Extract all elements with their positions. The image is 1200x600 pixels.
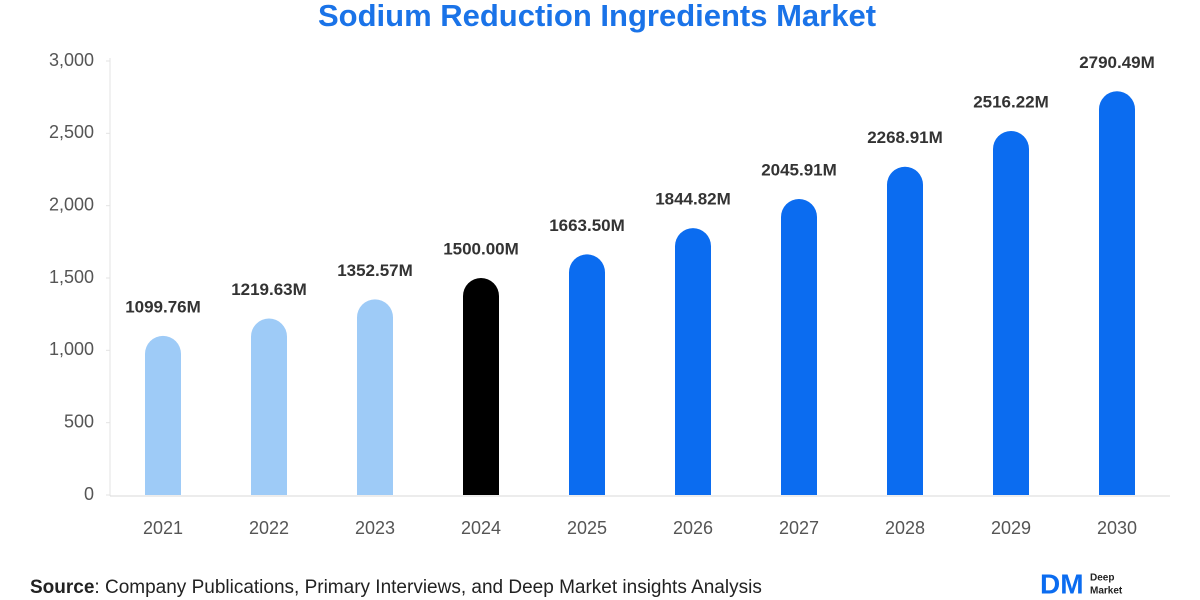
x-tick-label: 2029 xyxy=(991,518,1031,538)
bar xyxy=(1099,91,1135,495)
source-label: Source xyxy=(30,577,94,598)
y-tick-label: 2,500 xyxy=(49,122,94,142)
x-tick-label: 2030 xyxy=(1097,518,1137,538)
x-tick-label: 2023 xyxy=(355,518,395,538)
bar xyxy=(145,335,181,495)
x-tick-label: 2026 xyxy=(673,518,713,538)
x-tick-label: 2024 xyxy=(461,518,501,538)
x-tick-label: 2022 xyxy=(249,518,289,538)
value-label: 2045.91M xyxy=(761,161,837,180)
chart-title: Sodium Reduction Ingredients Market xyxy=(318,0,876,33)
y-tick-label: 500 xyxy=(64,411,94,431)
value-label: 1663.50M xyxy=(549,216,625,235)
x-tick-label: 2021 xyxy=(143,518,183,538)
bar xyxy=(993,130,1029,495)
y-tick-label: 0 xyxy=(84,484,94,504)
bar xyxy=(463,278,499,495)
bar xyxy=(781,199,817,495)
x-tick-label: 2028 xyxy=(885,518,925,538)
y-tick-label: 1,000 xyxy=(49,339,94,359)
y-tick-label: 1,500 xyxy=(49,267,94,287)
value-label: 2516.22M xyxy=(973,92,1049,111)
value-label: 2790.49M xyxy=(1079,53,1155,72)
value-label: 1844.82M xyxy=(655,190,731,209)
value-label: 1352.57M xyxy=(337,261,413,280)
x-tick-label: 2027 xyxy=(779,518,819,538)
source-text: : Company Publications, Primary Intervie… xyxy=(94,577,761,598)
value-label: 2268.91M xyxy=(867,128,943,147)
logo-mark: DM xyxy=(1040,568,1084,599)
bar xyxy=(675,228,711,496)
y-tick-label: 3,000 xyxy=(49,50,94,70)
value-label: 1500.00M xyxy=(443,239,519,258)
source: Source: Company Publications, Primary In… xyxy=(30,577,762,598)
value-label: 1219.63M xyxy=(231,280,307,299)
x-tick-label: 2025 xyxy=(567,518,607,538)
logo-text: Deep xyxy=(1090,573,1114,584)
bar xyxy=(887,166,923,496)
bar xyxy=(357,299,393,495)
value-label: 1099.76M xyxy=(125,297,201,316)
logo-text: Market xyxy=(1090,586,1123,597)
bar xyxy=(251,318,287,495)
bar xyxy=(569,254,605,495)
y-tick-label: 2,000 xyxy=(49,194,94,214)
